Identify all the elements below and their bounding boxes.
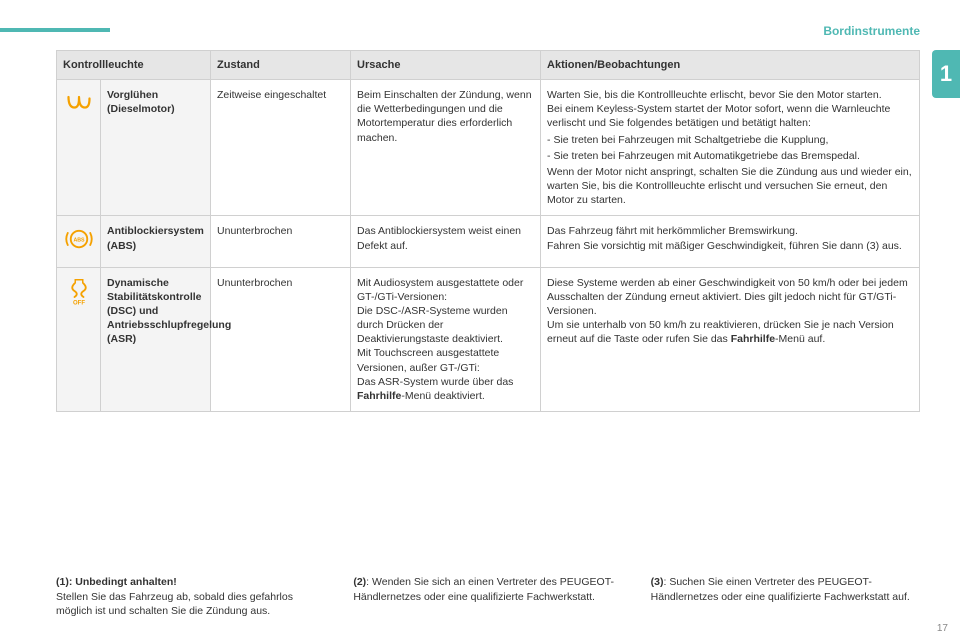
action-pre: Diese Systeme werden ab einer Geschwindi… (547, 277, 908, 346)
name-cell: Vorglühen (Dieselmotor) (101, 80, 211, 216)
footnote-3: (3): Suchen Sie einen Vertreter des PEUG… (651, 575, 920, 618)
action-cell: Das Fahrzeug fährt mit herkömmlicher Bre… (541, 216, 920, 267)
footnote-3-text: : Suchen Sie einen Vertreter des PEUGEOT… (651, 576, 910, 602)
footnote-2-text: : Wenden Sie sich an einen Vertreter des… (353, 576, 614, 602)
footnote-1-text: Stellen Sie das Fahrzeug ab, sobald dies… (56, 591, 293, 617)
th-state: Zustand (211, 51, 351, 80)
cause-post: -Menü deaktiviert. (401, 390, 484, 402)
page-number: 17 (937, 623, 948, 634)
cause-cell: Beim Einschalten der Zündung, wenn die W… (351, 80, 541, 216)
state-cell: Ununterbrochen (211, 267, 351, 412)
cause-bold: Fahrhilfe (357, 390, 401, 402)
warning-lamp-table: Kontrollleuchte Zustand Ursache Aktionen… (56, 50, 920, 412)
footnote-3-label: (3) (651, 576, 664, 588)
action-bold: Fahrhilfe (731, 333, 775, 345)
abs-icon: ABS (64, 224, 94, 254)
th-lamp: Kontrollleuchte (57, 51, 211, 80)
icon-cell-dsc: OFF (57, 267, 101, 412)
header-accent-bar (0, 28, 110, 32)
action-post: -Menü auf. (775, 333, 825, 345)
page-content: Kontrollleuchte Zustand Ursache Aktionen… (56, 50, 920, 412)
svg-text:ABS: ABS (73, 238, 85, 244)
svg-text:OFF: OFF (73, 300, 85, 306)
footnote-1: (1): Unbedingt anhalten! Stellen Sie das… (56, 575, 325, 618)
action-post: Wenn der Motor nicht anspringt, schalten… (547, 166, 912, 206)
name-cell: Dynamische Stabilitätskontrolle (DSC) un… (101, 267, 211, 412)
table-header-row: Kontrollleuchte Zustand Ursache Aktionen… (57, 51, 920, 80)
footnote-2-label: (2) (353, 576, 366, 588)
cause-cell: Das Antiblockiersystem weist einen Defek… (351, 216, 541, 267)
action-list-item: Sie treten bei Fahrzeugen mit Schaltgetr… (547, 133, 913, 147)
action-list: Sie treten bei Fahrzeugen mit Schaltgetr… (547, 133, 913, 163)
chapter-tab: 1 (932, 50, 960, 98)
table-row: Vorglühen (Dieselmotor) Zeitweise einges… (57, 80, 920, 216)
table-row: OFF Dynamische Stabilitätskontrolle (DSC… (57, 267, 920, 412)
th-cause: Ursache (351, 51, 541, 80)
icon-cell-preheat (57, 80, 101, 216)
table-row: ABS Antiblockiersystem (ABS) Ununterbroc… (57, 216, 920, 267)
footnote-2: (2): Wenden Sie sich an einen Vertreter … (353, 575, 622, 618)
footnote-1-bold: : Unbedingt anhalten! (69, 576, 177, 588)
th-action: Aktionen/Beobachtungen (541, 51, 920, 80)
name-cell: Antiblockiersystem (ABS) (101, 216, 211, 267)
footnotes: (1): Unbedingt anhalten! Stellen Sie das… (56, 575, 920, 618)
state-cell: Ununterbrochen (211, 216, 351, 267)
action-cell: Warten Sie, bis die Kontrollleuchte erli… (541, 80, 920, 216)
state-cell: Zeitweise eingeschaltet (211, 80, 351, 216)
cause-cell: Mit Audiosystem ausgestattete oder GT-/G… (351, 267, 541, 412)
preheat-icon (64, 88, 94, 118)
icon-cell-abs: ABS (57, 216, 101, 267)
cause-pre: Mit Audiosystem ausgestattete oder GT-/G… (357, 277, 523, 388)
section-title: Bordinstrumente (823, 24, 920, 38)
action-cell: Diese Systeme werden ab einer Geschwindi… (541, 267, 920, 412)
action-list-item: Sie treten bei Fahrzeugen mit Automatikg… (547, 149, 913, 163)
footnote-1-label: (1) (56, 576, 69, 588)
action-pre: Warten Sie, bis die Kontrollleuchte erli… (547, 89, 890, 129)
dsc-off-icon: OFF (64, 276, 94, 306)
